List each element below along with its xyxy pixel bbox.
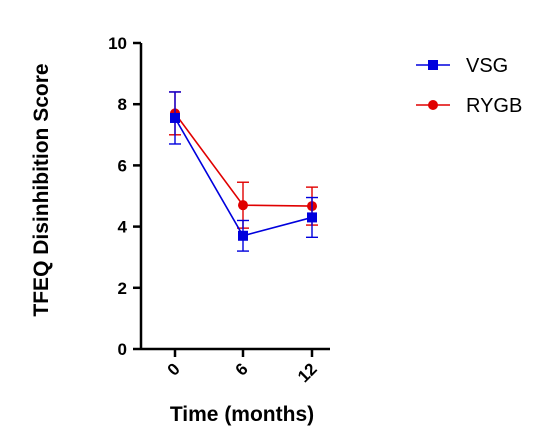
- y-tick-label-1: 2: [118, 279, 127, 298]
- legend-label-rygb: RYGB: [466, 95, 522, 117]
- x-tick-label-0: 0: [164, 359, 184, 379]
- series-vsg: [169, 91, 318, 252]
- y-tick-label-0: 0: [118, 340, 127, 359]
- axes: [139, 43, 330, 351]
- legend-marker-vsg: [428, 60, 438, 70]
- y-axis-label: TFEQ Disinhibition Score: [30, 63, 53, 316]
- y-ticks: 0 2 4 6 8 10: [108, 34, 141, 359]
- x-tick-label-2: 12: [294, 359, 321, 386]
- legend-label-vsg: VSG: [466, 55, 508, 77]
- data-point-vsg-0: [170, 112, 180, 123]
- x-axis-label: Time (months): [170, 403, 314, 426]
- x-ticks: 0 6 12: [164, 349, 321, 386]
- data-point-rygb-1: [238, 200, 248, 211]
- data-point-vsg-2: [307, 212, 317, 223]
- data-point-vsg-1: [238, 230, 248, 241]
- legend: VSG RYGB: [416, 55, 522, 117]
- y-tick-label-5: 10: [108, 34, 127, 53]
- y-tick-label-4: 8: [118, 95, 127, 114]
- legend-item-vsg: VSG: [416, 55, 508, 77]
- y-tick-label-2: 4: [118, 218, 128, 237]
- y-tick-label-3: 6: [118, 156, 127, 175]
- legend-marker-rygb: [428, 100, 438, 110]
- series-rygb: [169, 91, 318, 229]
- x-tick-label-1: 6: [232, 359, 252, 379]
- legend-item-rygb: RYGB: [416, 95, 522, 117]
- series-layer: [169, 91, 318, 252]
